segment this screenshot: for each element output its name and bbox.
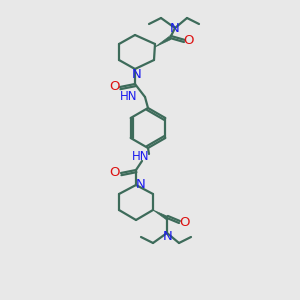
Text: O: O — [109, 80, 119, 92]
Text: N: N — [163, 230, 173, 244]
Text: O: O — [179, 215, 189, 229]
Text: N: N — [132, 68, 142, 80]
Text: O: O — [184, 34, 194, 46]
Polygon shape — [153, 210, 168, 220]
Text: HN: HN — [132, 151, 150, 164]
Text: HN: HN — [119, 91, 137, 103]
Polygon shape — [155, 37, 171, 47]
Text: O: O — [110, 166, 120, 178]
Text: N: N — [170, 22, 180, 34]
Text: N: N — [136, 178, 146, 191]
